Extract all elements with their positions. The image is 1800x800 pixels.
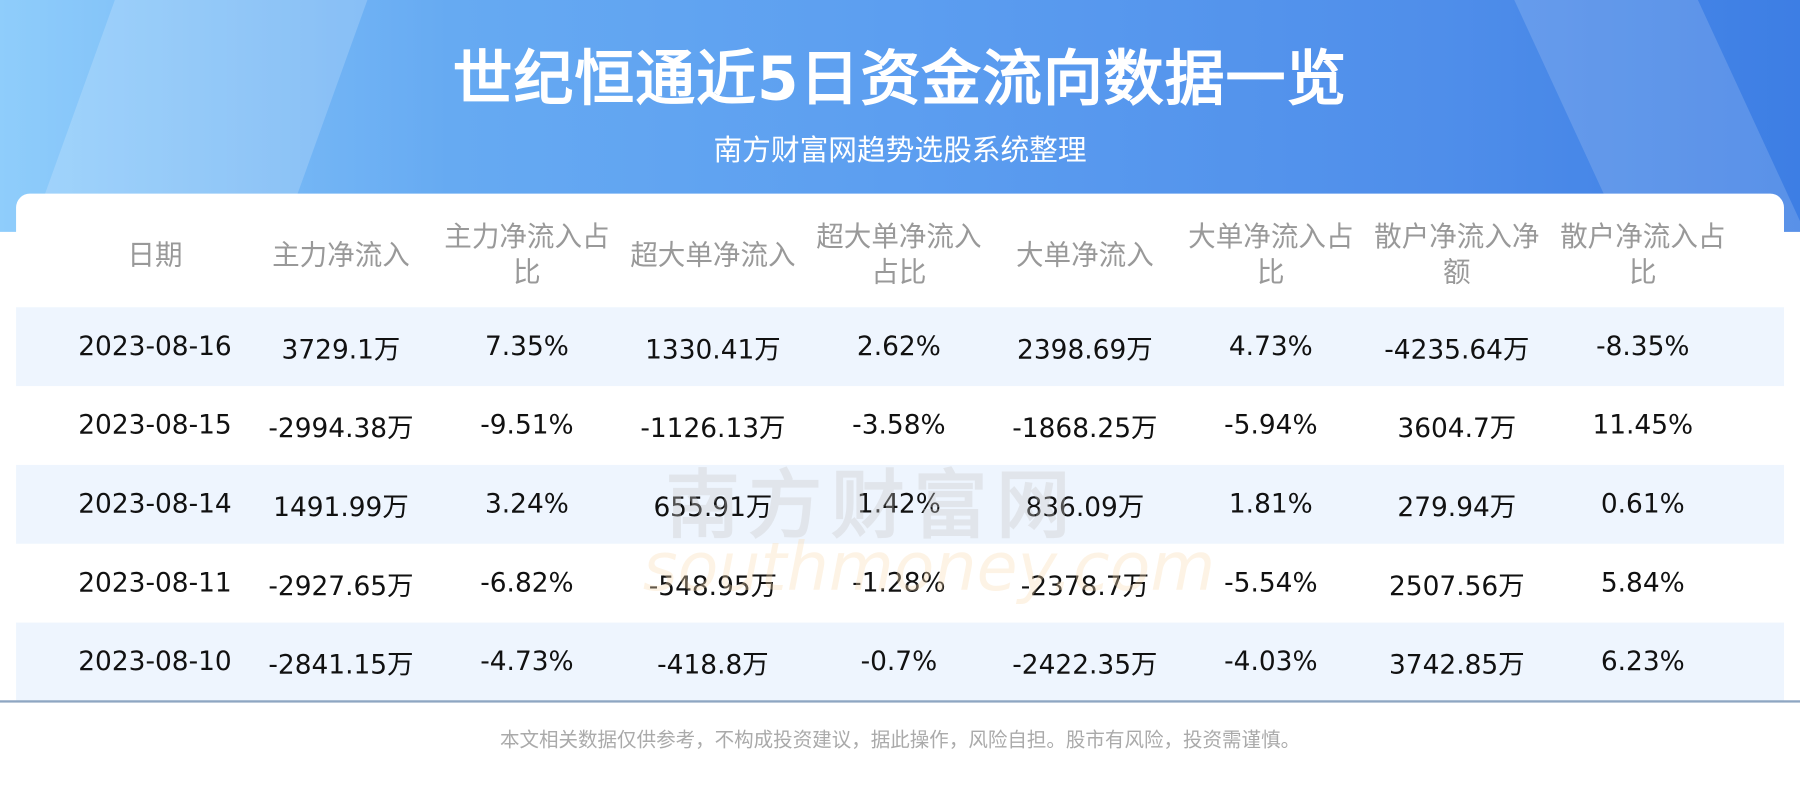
- table-card: [16, 193, 1784, 704]
- table-cell: 4.73%: [1228, 331, 1313, 362]
- table-cell: 279.94万: [1397, 492, 1517, 523]
- table-cell: 0.61%: [1600, 489, 1685, 520]
- table-cell: 3742.85万: [1389, 650, 1525, 681]
- table-cell: -418.8万: [657, 650, 769, 681]
- table-cell: 2398.69万: [1017, 335, 1153, 366]
- table-cell: -8.35%: [1596, 331, 1690, 362]
- table-cell: 11.45%: [1592, 410, 1694, 441]
- table-row: 2023-08-16 3729.1万 7.35% 1330.41万 2.62% 2398.…: [16, 307, 1784, 387]
- disclaimer: 本文相关数据仅供参考，不构成投资建议，据此操作，风险自担。股市有风险，投资需谨慎…: [499, 729, 1301, 753]
- column-header: 主力净流入: [272, 238, 410, 271]
- column-header: 日期: [127, 238, 183, 271]
- table-cell: -4235.64万: [1384, 335, 1530, 366]
- table-row: 2023-08-10 -2841.15万 -4.73% -418.8万 -0.7% -24…: [16, 622, 1784, 702]
- page-subtitle: 南方财富网趋势选股系统整理: [713, 133, 1087, 167]
- table-cell: 1330.41万: [645, 335, 781, 366]
- table-cell: -6.82%: [480, 568, 574, 599]
- table-cell: -9.51%: [480, 410, 574, 441]
- table-cell: 1.42%: [856, 489, 941, 520]
- table-cell: 3.24%: [484, 489, 569, 520]
- table-cell: -1868.25万: [1012, 413, 1158, 445]
- table-cell: 2023-08-16: [78, 331, 232, 362]
- table-cell: -3.58%: [852, 410, 946, 441]
- table-cell: -4.03%: [1224, 646, 1318, 678]
- table-cell: -5.94%: [1224, 410, 1318, 441]
- table-cell: 2023-08-14: [78, 489, 232, 520]
- table-cell: 6.23%: [1600, 646, 1685, 678]
- table-cell: 836.09万: [1025, 492, 1145, 523]
- table-cell: 1.81%: [1228, 489, 1313, 520]
- table-cell: -2841.15万: [268, 650, 414, 681]
- column-header: 散户净流入占比: [1560, 220, 1726, 289]
- table-cell: -2994.38万: [268, 413, 414, 445]
- table-cell: -5.54%: [1224, 568, 1318, 599]
- table-cell: 5.84%: [1600, 568, 1685, 599]
- column-header: 大单净流入: [1015, 238, 1154, 271]
- table-cell: 3604.7万: [1397, 413, 1517, 445]
- table-cell: -0.7%: [860, 646, 938, 678]
- table-cell: 2.62%: [856, 331, 941, 362]
- table-cell: -4.73%: [480, 646, 574, 678]
- column-header: 超大单净流入占比: [816, 220, 982, 289]
- table-cell: 3729.1万: [281, 335, 401, 366]
- table-cell: -2378.7万: [1020, 571, 1150, 602]
- table-row: 2023-08-15 -2994.38万 -9.51% -1126.13万 -3.58%…: [16, 386, 1784, 465]
- page-title: 世纪恒通近5日资金流向数据一览: [452, 45, 1348, 115]
- table-cell: -2422.35万: [1012, 650, 1158, 681]
- column-header: 主力净流入占比: [444, 220, 610, 289]
- column-header: 超大单净流入: [630, 238, 796, 271]
- divider: [0, 700, 1800, 703]
- table-cell: 2023-08-15: [78, 410, 232, 441]
- table-cell: 7.35%: [484, 331, 569, 362]
- table-cell: 655.91万: [653, 492, 773, 523]
- table-cell: -1.28%: [852, 568, 946, 599]
- header-banner: 世纪恒通近5日资金流向数据一览 南方财富网趋势选股系统整理: [0, 0, 1800, 232]
- table-cell: -2927.65万: [268, 571, 414, 602]
- table-row: 2023-08-11 -2927.65万 -6.82% -548.95万 -1.28% -…: [16, 544, 1784, 623]
- table-cell: -548.95万: [648, 571, 778, 602]
- table-cell: 1491.99万: [273, 492, 409, 523]
- column-header: 大单净流入占比: [1188, 220, 1354, 289]
- table-row: 2023-08-14 1491.99万 3.24% 655.91万 1.42% 836.0…: [16, 464, 1784, 544]
- table-cell: 2023-08-11: [78, 568, 232, 599]
- table-header: 日期 主力净流入 主力净流入占比 超大单净流入 超大单净流入占比 大单净流入 大单净流入占比…: [16, 209, 1784, 302]
- table-cell: 2507.56万: [1389, 571, 1525, 602]
- column-header: 散户净流入净额: [1374, 220, 1540, 289]
- table-cell: -1126.13万: [640, 413, 786, 445]
- table-cell: 2023-08-10: [78, 646, 232, 678]
